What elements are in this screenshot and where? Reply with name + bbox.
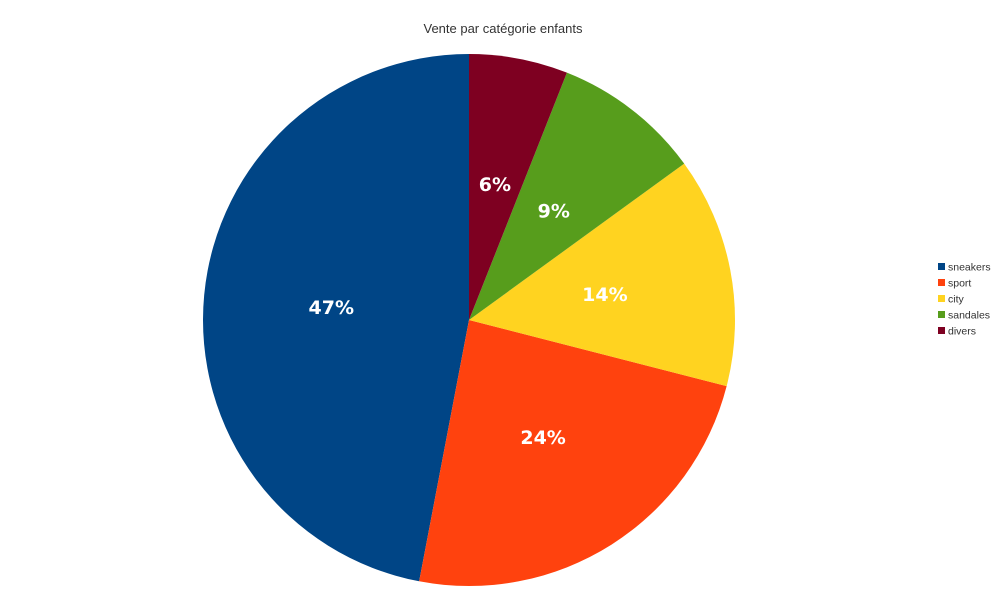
legend-label-divers: divers xyxy=(948,326,976,338)
data-labels: 47% 24% 14% 9% 6% xyxy=(309,174,628,449)
data-label-sport: 24% xyxy=(520,427,565,449)
legend-label-sneakers: sneakers xyxy=(948,262,991,274)
data-label-sneakers: 47% xyxy=(309,297,354,319)
pie-slices xyxy=(202,54,735,586)
slice-sneakers xyxy=(202,54,469,582)
slice-city xyxy=(469,163,735,387)
slice-divers xyxy=(469,54,567,320)
legend-swatch-city xyxy=(938,295,945,302)
data-label-city: 14% xyxy=(582,284,627,306)
data-label-sandales: 9% xyxy=(538,201,570,223)
legend-label-city: city xyxy=(948,294,965,306)
legend: sneakers sport city sandales divers xyxy=(938,262,991,338)
slice-sandales xyxy=(469,72,685,320)
legend-swatch-sport xyxy=(938,279,945,286)
slice-sport xyxy=(419,320,727,586)
legend-label-sandales: sandales xyxy=(948,310,990,322)
legend-swatch-sandales xyxy=(938,311,945,318)
legend-swatch-divers xyxy=(938,327,945,334)
legend-swatch-sneakers xyxy=(938,263,945,270)
chart-title: Vente par catégorie enfants xyxy=(423,21,583,36)
legend-label-sport: sport xyxy=(948,278,971,290)
data-label-divers: 6% xyxy=(479,174,511,196)
